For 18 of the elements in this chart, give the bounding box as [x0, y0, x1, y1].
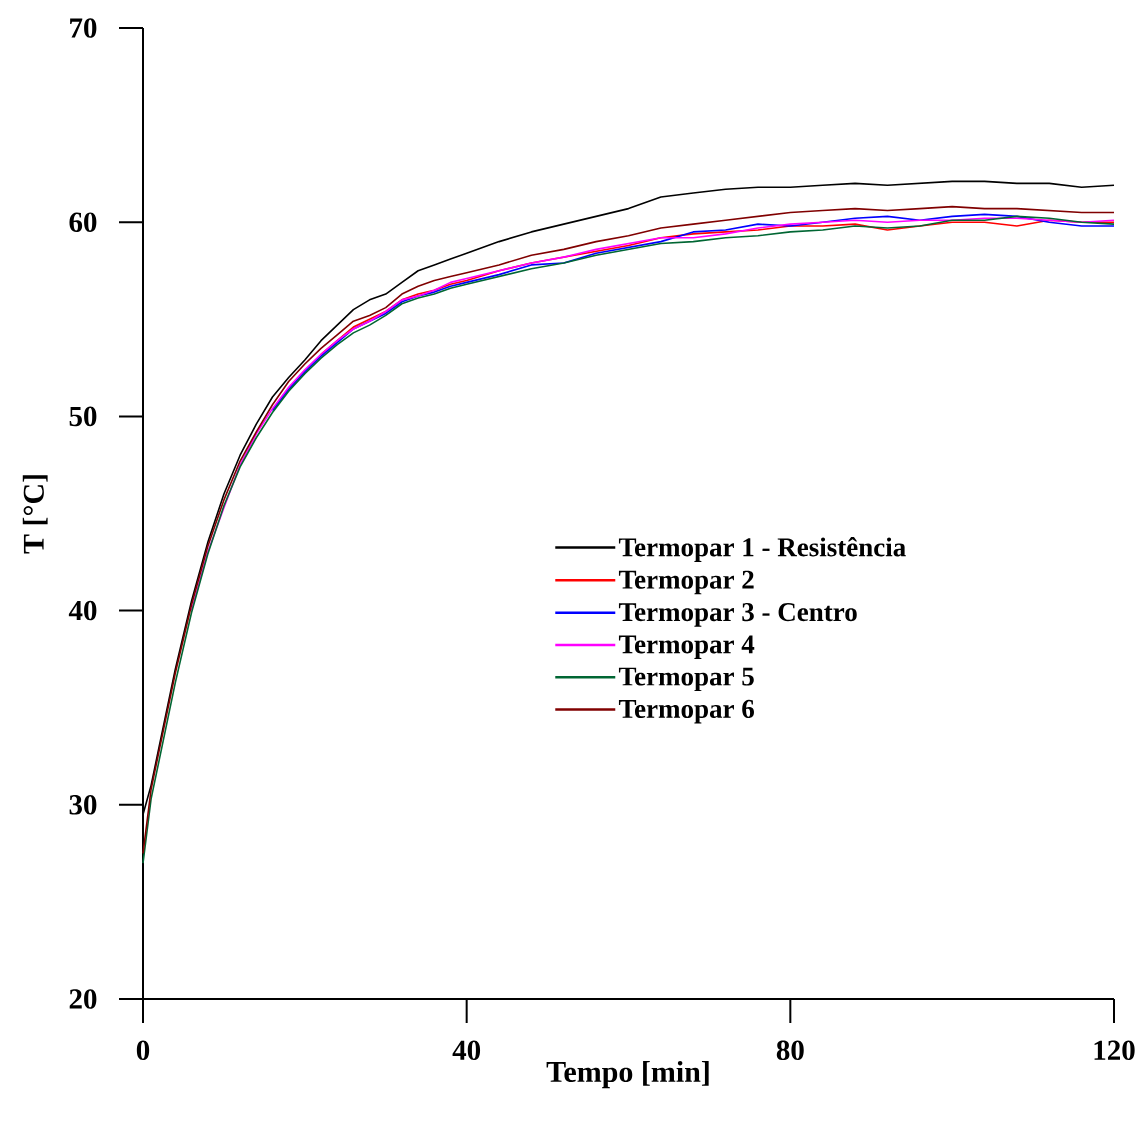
- x-tick-label: 0: [136, 1040, 150, 1061]
- y-tick-label: 60: [69, 212, 97, 232]
- legend-label: Termopar 1 - Resistência: [618, 537, 906, 562]
- y-axis-title: T [°C]: [22, 475, 48, 554]
- y-tick-label: 50: [69, 406, 97, 427]
- legend-label: Termopar 2: [618, 570, 754, 595]
- x-tick-label: 120: [1094, 1040, 1135, 1061]
- y-tick-label: 20: [69, 989, 97, 1009]
- x-axis-title: Tempo [min]: [546, 1060, 709, 1089]
- x-tick-label: 40: [452, 1040, 481, 1061]
- legend-label: Termopar 6: [618, 699, 754, 724]
- legend-label: Termopar 5: [618, 667, 754, 692]
- legend-label: Termopar 3 - Centro: [618, 603, 857, 627]
- legend-label: Termopar 4: [618, 635, 755, 659]
- x-tick-label: 80: [776, 1040, 804, 1061]
- y-tick-label: 30: [69, 795, 97, 815]
- y-tick-label: 40: [68, 600, 97, 621]
- y-tick-label: 70: [70, 18, 97, 38]
